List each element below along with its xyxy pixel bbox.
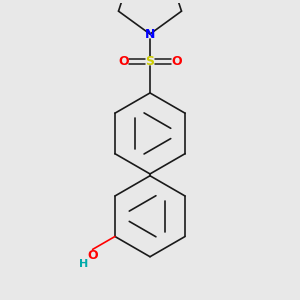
Text: O: O	[87, 249, 98, 262]
Text: H: H	[79, 259, 88, 269]
Text: O: O	[118, 55, 129, 68]
Text: O: O	[171, 55, 182, 68]
Text: S: S	[146, 55, 154, 68]
Text: N: N	[145, 28, 155, 40]
